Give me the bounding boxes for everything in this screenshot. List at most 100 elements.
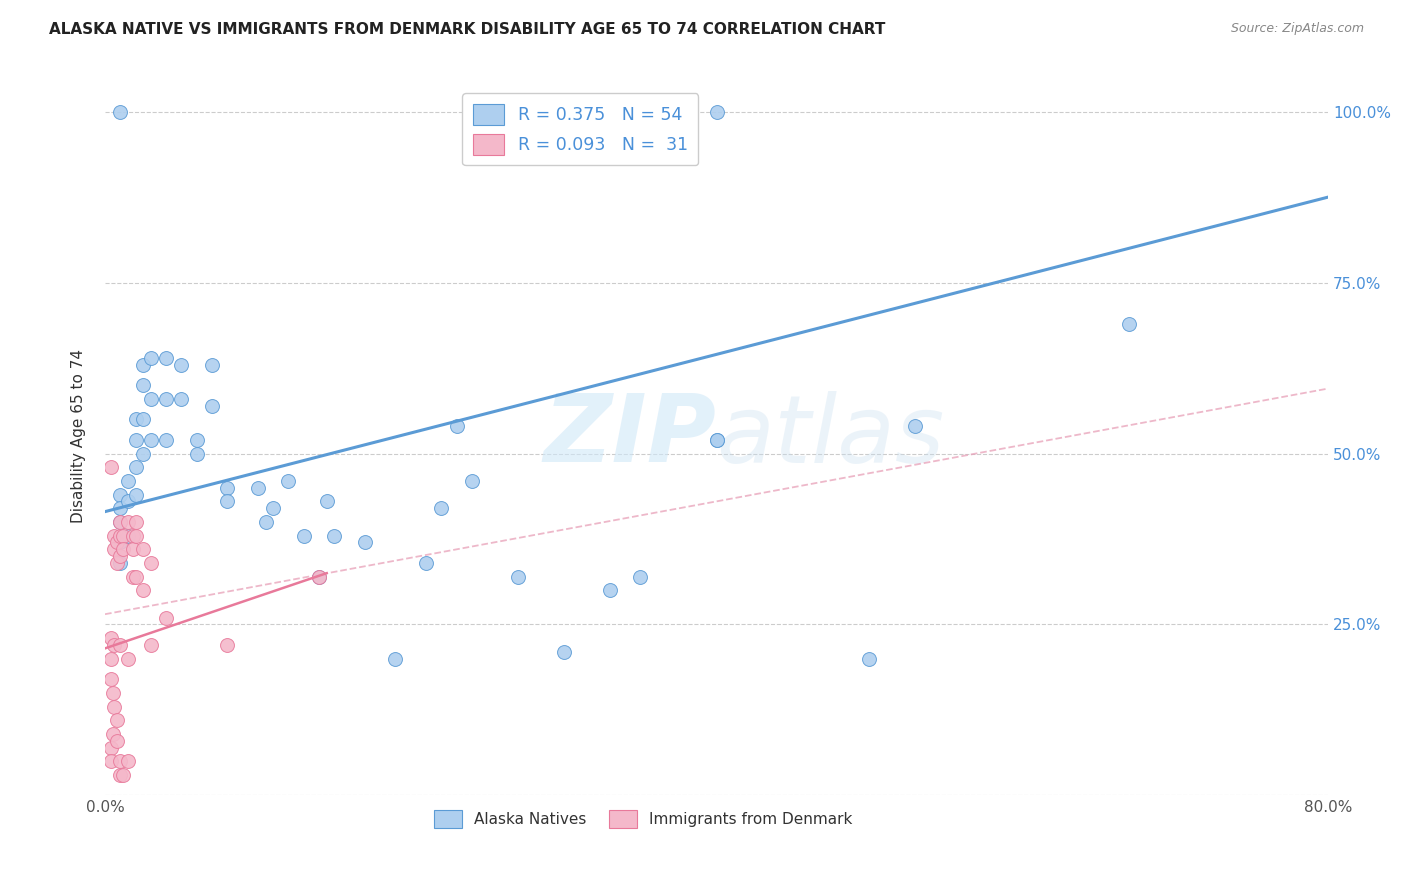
Point (124, 487, 146, 501)
Point (354, 535, 377, 549)
Point (117, 528, 139, 542)
Text: ALASKA NATIVE VS IMMIGRANTS FROM DENMARK DISABILITY AGE 65 TO 74 CORRELATION CHA: ALASKA NATIVE VS IMMIGRANTS FROM DENMARK… (49, 22, 886, 37)
Point (121, 542, 143, 557)
Point (112, 528, 135, 542)
Point (110, 768, 132, 782)
Point (139, 433, 162, 447)
Point (246, 481, 269, 495)
Point (461, 474, 484, 488)
Point (105, 733, 128, 747)
Point (117, 494, 139, 508)
Point (384, 651, 406, 665)
Point (110, 501, 132, 516)
Legend: Alaska Natives, Immigrants from Denmark: Alaska Natives, Immigrants from Denmark (427, 804, 858, 834)
Point (201, 399, 224, 413)
Point (110, 535, 132, 549)
Point (103, 638, 125, 652)
Point (904, 419, 927, 434)
Point (186, 446, 208, 460)
Text: Source: ZipAtlas.com: Source: ZipAtlas.com (1230, 22, 1364, 36)
Point (201, 358, 224, 372)
Point (112, 768, 135, 782)
Point (430, 501, 453, 516)
Point (124, 412, 146, 426)
Point (110, 754, 132, 768)
Point (132, 446, 155, 460)
Point (1118, 317, 1140, 331)
Point (277, 474, 299, 488)
Point (100, 740, 122, 755)
Point (308, 569, 330, 583)
Point (262, 501, 284, 516)
Point (186, 433, 208, 447)
Point (415, 556, 437, 570)
Point (139, 351, 162, 365)
Point (124, 528, 146, 542)
Point (124, 569, 146, 583)
Point (858, 651, 880, 665)
Point (132, 583, 155, 598)
Point (217, 494, 239, 508)
Point (101, 686, 124, 700)
Point (506, 104, 529, 119)
Point (105, 556, 128, 570)
Point (110, 104, 132, 119)
Point (110, 638, 132, 652)
Point (308, 569, 330, 583)
Point (100, 631, 122, 645)
Point (110, 515, 132, 529)
Point (124, 433, 146, 447)
Point (139, 556, 162, 570)
Point (155, 610, 177, 624)
Point (553, 645, 575, 659)
Point (110, 487, 132, 501)
Point (105, 713, 128, 727)
Point (315, 494, 337, 508)
Point (100, 754, 122, 768)
Point (105, 535, 128, 549)
Point (706, 433, 728, 447)
Point (100, 672, 122, 686)
Point (117, 474, 139, 488)
Point (110, 549, 132, 563)
Point (706, 104, 728, 119)
Point (100, 651, 122, 665)
Point (132, 378, 155, 392)
Point (103, 528, 125, 542)
Point (292, 528, 315, 542)
Point (110, 528, 132, 542)
Point (121, 528, 143, 542)
Point (124, 515, 146, 529)
Point (139, 392, 162, 406)
Point (323, 528, 346, 542)
Text: ZIP: ZIP (544, 391, 717, 483)
Point (132, 542, 155, 557)
Point (170, 392, 193, 406)
Point (506, 569, 529, 583)
Point (170, 358, 193, 372)
Point (254, 515, 277, 529)
Point (110, 556, 132, 570)
Point (117, 651, 139, 665)
Point (446, 419, 468, 434)
Point (132, 358, 155, 372)
Point (112, 542, 135, 557)
Point (217, 481, 239, 495)
Point (155, 433, 177, 447)
Point (110, 515, 132, 529)
Point (101, 727, 124, 741)
Point (103, 542, 125, 557)
Point (217, 638, 239, 652)
Point (599, 583, 621, 598)
Point (121, 569, 143, 583)
Y-axis label: Disability Age 65 to 74: Disability Age 65 to 74 (72, 350, 86, 524)
Point (117, 754, 139, 768)
Point (706, 433, 728, 447)
Text: atlas: atlas (717, 391, 945, 482)
Point (100, 460, 122, 475)
Point (117, 515, 139, 529)
Point (155, 351, 177, 365)
Point (124, 460, 146, 475)
Point (103, 699, 125, 714)
Point (155, 392, 177, 406)
